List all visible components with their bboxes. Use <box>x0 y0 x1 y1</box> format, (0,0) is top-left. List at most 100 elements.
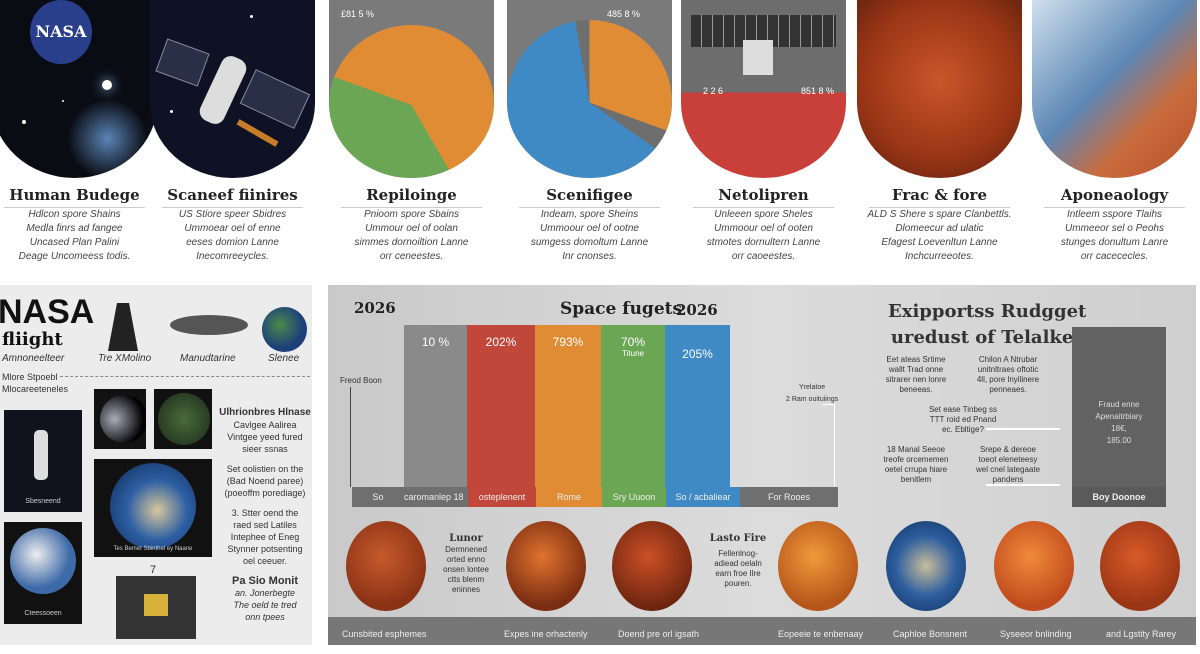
card-text: Dlomeecur ad ulatic <box>895 223 984 234</box>
box-text: Fraud enne <box>1098 400 1140 409</box>
poster-caption: Sbesneend <box>25 498 61 505</box>
mars-planet <box>778 521 858 611</box>
strip-label: Expes ine orhactenly <box>504 629 588 639</box>
card-text: Ummour oel of oolan <box>365 223 458 234</box>
chart-title: Space fugets <box>560 299 683 319</box>
annotation: 851 8 % <box>801 86 835 96</box>
side-text-block: Srepe & dereoe toeot eleneteesy wel cnel l… <box>968 445 1048 485</box>
bar: 205% <box>665 325 730 487</box>
year-label: 2026 <box>676 301 718 319</box>
mars-planet <box>346 521 426 611</box>
card-text: stmotes dornultern Lanne <box>706 237 821 248</box>
card-text: Pnioom spore Sbains <box>363 209 460 220</box>
side-text: beneeas. <box>899 385 933 394</box>
card-text: simmes dornoiltion Lanne <box>354 237 469 248</box>
card-text: Efagest Loevenltun Lanne <box>881 237 998 248</box>
notes: Ulhrionbres Hlnase Cavlgee Aalirea Vintg… <box>218 407 312 623</box>
note-title: Ulhrionbres Hlnase <box>219 407 311 418</box>
planet-title: Lasto Fire <box>709 533 767 544</box>
note-text: Vintgee yeed fured <box>227 432 303 442</box>
card-text: Medla finrs ad fangee <box>26 223 123 234</box>
subheading: Mlocareeteneles <box>2 384 69 394</box>
box-text: 185.00 <box>1106 436 1132 445</box>
icon-label: Amnoneelteer <box>2 353 65 364</box>
note-title: Pa Sio Monit <box>232 575 298 587</box>
connector <box>986 484 1060 486</box>
tower-icon <box>108 303 138 351</box>
spaceship-icon <box>170 315 248 335</box>
bar-label: 10 % <box>421 335 450 349</box>
bar: 70% Titune <box>601 325 665 487</box>
strip-label: Eopeeie te enbenaay <box>778 629 864 639</box>
base-label: Sry Uuoon <box>602 487 666 507</box>
base-label: caromanlep 18 <box>404 492 464 502</box>
card-text: Indeam, spore Sheins <box>540 209 639 220</box>
side-text: Eet ateas Srtime <box>886 355 946 364</box>
pie-image: £81 5 % <box>329 0 494 178</box>
callout-text: 2 Ram ouituiings <box>786 396 839 403</box>
card-text: Intleem sspore Tlaihs <box>1066 209 1163 220</box>
bottom-strip <box>328 617 1196 645</box>
card-text: ALD S Shere s spare Clanbettls. <box>867 209 1012 220</box>
base-label: So / acbaliear <box>666 487 740 507</box>
planet-desc: orted enno <box>446 555 486 564</box>
axis-label: Freod Boon <box>340 376 382 385</box>
side-text: Srepe & dereoe <box>979 445 1037 454</box>
subheading: Mlore Stpoebl <box>2 372 58 382</box>
side-text: 4ll, pore lnyilinere <box>976 375 1040 384</box>
card-text: orr cacececles. <box>1080 251 1149 262</box>
nasa-logo-text: NASA <box>0 293 95 331</box>
satellite-image: 2 2 6 851 8 % <box>681 0 846 178</box>
nasa-logo: NASA <box>30 0 92 64</box>
note-text: (Bad Noend paree) <box>226 476 304 486</box>
icon-label: Tre XMolino <box>98 353 152 364</box>
side-text: unitnltraes oftotic <box>977 365 1039 374</box>
card-text: eeses domion Lanne <box>186 237 279 248</box>
base-bar: So caromanlep 18 osteplenent Rome Sry Uu… <box>352 487 838 507</box>
bar: 202% <box>467 325 535 487</box>
base-label: For Rooes <box>767 492 811 502</box>
card-title: Repiloinge <box>341 186 482 208</box>
card-text: Inecomreeycles. <box>196 251 269 262</box>
card-text: Inr cnonses. <box>562 251 617 262</box>
side-text: treofe orcememen <box>883 455 949 464</box>
earth-night-image <box>154 389 212 449</box>
planet-text: Lunor Dermnened orted enno onsen lontee … <box>428 533 504 595</box>
card-text: Unleeen spore Sheles <box>714 209 813 220</box>
planet-desc: Fellenlnog- <box>718 549 758 558</box>
bar-label: 793% <box>552 335 584 349</box>
nasa-flight-panel: NASA fliight Amnoneelteer Tre XMolino Ma… <box>0 285 312 645</box>
bar: 793% <box>535 325 601 487</box>
side-text: ec. Ebltige? <box>942 425 984 434</box>
pie-annotation: 485 8 % <box>607 9 641 19</box>
card-5: 2 2 6 851 8 % Netolipren Unleeen spore S… <box>681 0 846 264</box>
box-text: 18€, <box>1111 424 1127 433</box>
bar-label: 205% <box>682 347 713 361</box>
card-title: Scenifigee <box>519 186 660 208</box>
planet-desc: Dermnened <box>445 545 487 554</box>
note-text: 3. Stter oend the <box>231 508 299 518</box>
side-text: wallt Trad onne <box>888 365 944 374</box>
side-text-block: Set ease Tinbeg ss TTT roid ed Pnand ec. E… <box>923 405 1003 435</box>
card-text: Ummoour oel of ootne <box>540 223 639 234</box>
note-text: oel ceeuer. <box>242 556 288 566</box>
side-text-block: Chilon A Ntrubar unitnltraes oftotic 4ll, … <box>968 355 1048 395</box>
side-title-line: Exipportss Rudgget <box>888 301 1087 322</box>
side-title: Exipportss Rudgget uredust of Telalkes <box>888 299 1086 351</box>
planet-desc: eninnes <box>451 585 481 594</box>
diagram-marker: 7 <box>150 564 157 576</box>
earth-clouds-image <box>1032 0 1197 178</box>
planet-desc: pouren. <box>724 579 752 588</box>
side-text: oetel crrupa hiare <box>884 465 948 474</box>
note-text: Cavlgee Aalirea <box>233 420 297 430</box>
note-text: Intephee of Eneg <box>230 532 300 542</box>
planet-desc: onsen lontee <box>443 565 489 574</box>
strip-label: and Lgstity Rarey <box>1106 629 1177 639</box>
card-title: Aponeaology <box>1044 186 1185 208</box>
strip-label: Caphloe Bonsnent <box>893 629 968 639</box>
earth-large-image: Tes Bemet Sbinthel ey Naane <box>94 459 212 557</box>
card-text: Ummeeor sel o Peohs <box>1065 223 1164 234</box>
card-human-budget: NASA Human Budege Hdlcon spore Shains Me… <box>0 0 157 264</box>
astronaut-poster: Sbesneend <box>4 410 82 512</box>
card-text: Deage Uncomeess todis. <box>18 251 131 262</box>
